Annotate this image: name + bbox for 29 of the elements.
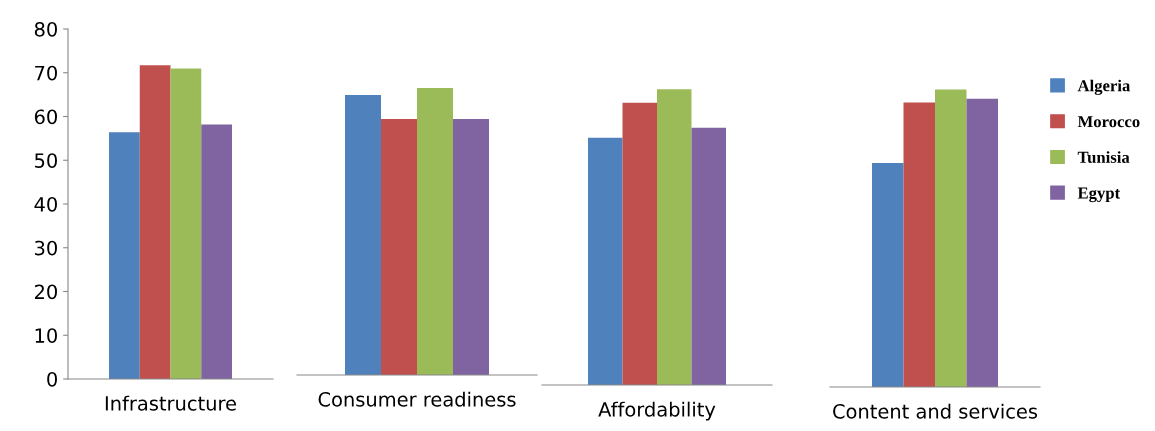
bar [139, 65, 171, 379]
bar [872, 163, 904, 387]
x-tick-label: Infrastructure [105, 395, 236, 411]
legend-label: Morocco [1077, 116, 1140, 128]
y-tick-label: 40 [34, 196, 57, 212]
bar [657, 89, 692, 385]
bar [622, 102, 657, 385]
x-tick-label: Affordability [598, 401, 716, 421]
y-tick-label: 20 [34, 284, 57, 300]
bar [903, 102, 935, 387]
bar [691, 127, 726, 385]
bar [109, 132, 140, 379]
y-tick-label: 10 [35, 328, 57, 343]
bar [935, 89, 967, 387]
y-tick-label: 80 [34, 21, 57, 37]
y-tick-label: 0 [47, 371, 57, 387]
y-tick-label: 30 [35, 240, 57, 256]
y-tick-label: 60 [34, 109, 57, 125]
x-tick-label: Content and services [833, 403, 1038, 419]
x-tick-label: Consumer readiness [318, 391, 516, 407]
y-tick-label: 70 [35, 65, 57, 81]
legend-label: Egypt [1077, 187, 1121, 203]
y-tick-label: 50 [35, 153, 57, 168]
bar [170, 68, 202, 379]
bar [201, 124, 232, 379]
bar [966, 98, 998, 387]
legend-label: Algeria [1077, 79, 1131, 95]
bar [588, 137, 623, 385]
legend-label: Tunisia [1077, 151, 1130, 163]
